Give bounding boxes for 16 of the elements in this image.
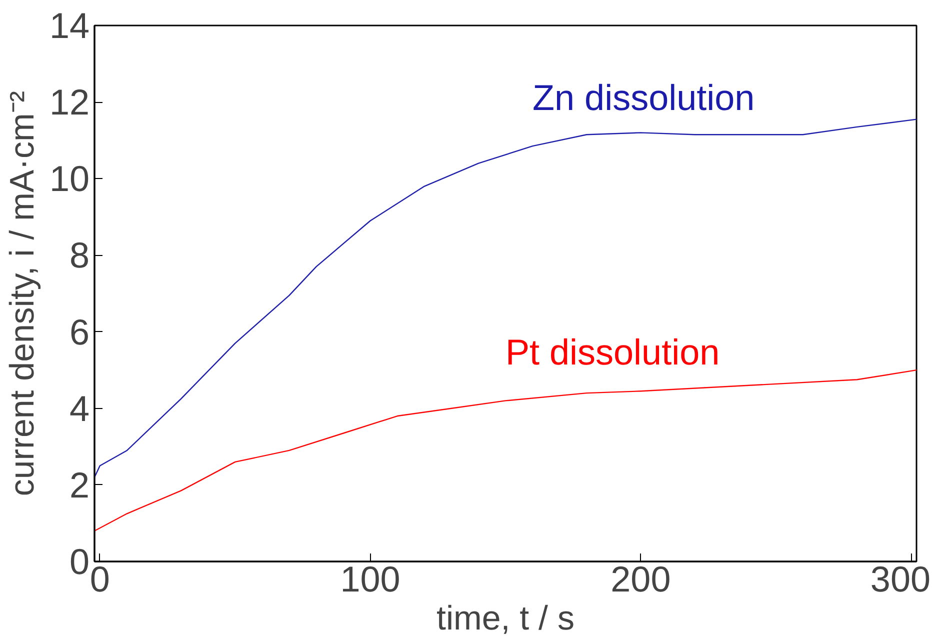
line-series — [94, 118, 916, 478]
y-tick-label: 8 — [69, 234, 90, 276]
x-tick-label: 200 — [610, 558, 671, 600]
series-label: Zn dissolution — [532, 77, 755, 118]
x-axis-title: time, t / s — [436, 600, 574, 638]
x-tick-label: 100 — [340, 558, 400, 600]
line-series — [94, 369, 916, 532]
y-tick-label: 4 — [69, 388, 90, 429]
y-tick-label: 10 — [49, 158, 90, 200]
x-tick-label: 300 — [870, 558, 931, 600]
y-tick-label: 12 — [49, 82, 90, 123]
series-label: Pt dissolution — [506, 332, 720, 373]
y-axis-title: current density, i / mA·cm⁻² — [3, 90, 42, 496]
y-tick-label: 14 — [49, 5, 90, 46]
y-tick-label: 6 — [69, 311, 90, 352]
y-tick-label: 2 — [69, 464, 90, 506]
